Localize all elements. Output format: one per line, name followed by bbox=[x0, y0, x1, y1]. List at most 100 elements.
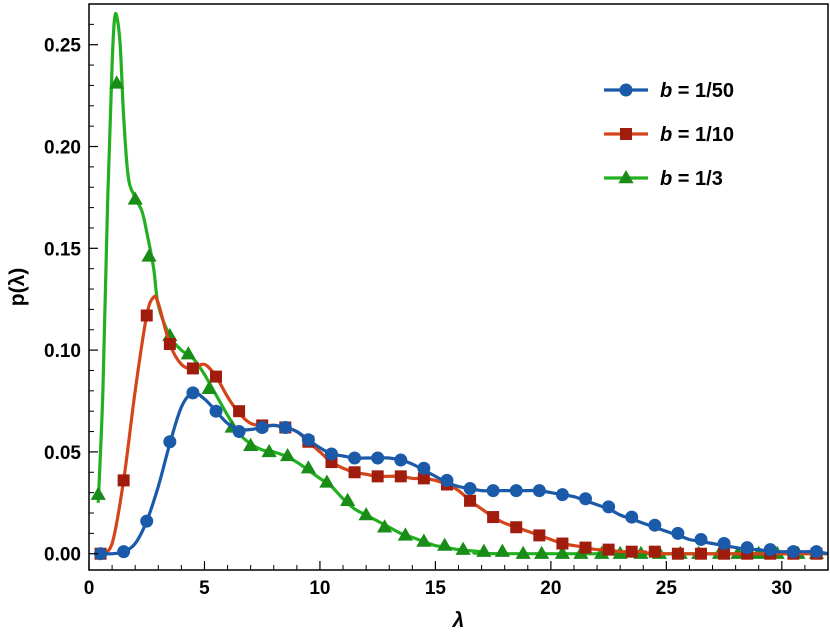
data-point bbox=[90, 486, 106, 500]
legend-item: b = 1/50 bbox=[604, 80, 734, 102]
data-point bbox=[534, 545, 550, 559]
data-point bbox=[127, 191, 143, 205]
data-point bbox=[232, 425, 246, 439]
legend-label-value: = 1/50 bbox=[672, 80, 734, 102]
plot-area bbox=[90, 11, 828, 561]
data-point bbox=[509, 484, 523, 498]
data-point bbox=[94, 547, 108, 561]
data-point bbox=[786, 545, 800, 559]
data-point bbox=[371, 470, 384, 483]
x-tick-label: 10 bbox=[309, 578, 330, 599]
x-axis-ticks: 0 5 10 15 20 25 30 bbox=[84, 561, 806, 599]
data-point bbox=[717, 537, 731, 551]
data-point bbox=[417, 461, 431, 475]
data-point bbox=[209, 404, 223, 418]
data-point bbox=[487, 511, 500, 524]
x-tick-label: 30 bbox=[771, 578, 792, 599]
x-tick-label: 5 bbox=[199, 578, 210, 599]
y-tick-label: 0.00 bbox=[44, 545, 81, 566]
data-point bbox=[255, 420, 269, 434]
data-point bbox=[554, 545, 571, 559]
data-point bbox=[579, 541, 592, 554]
x-tick-label: 20 bbox=[540, 578, 561, 599]
data-point bbox=[186, 386, 200, 400]
x-axis-title: λ bbox=[452, 609, 465, 632]
data-point bbox=[117, 545, 131, 559]
legend-marker bbox=[619, 83, 633, 97]
data-point bbox=[455, 541, 471, 555]
data-point bbox=[671, 547, 684, 560]
legend-label-var: b bbox=[660, 168, 672, 190]
data-point bbox=[243, 437, 259, 452]
legend-item: b = 1/3 bbox=[604, 168, 723, 190]
data-point bbox=[694, 532, 708, 546]
legend-label: b = 1/50 bbox=[660, 80, 734, 102]
legend-marker bbox=[620, 128, 632, 140]
legend-marker bbox=[618, 170, 634, 184]
data-point bbox=[486, 484, 500, 498]
data-point bbox=[532, 484, 546, 498]
data-point bbox=[694, 547, 707, 560]
data-point bbox=[210, 370, 223, 383]
legend-item: b = 1/10 bbox=[604, 124, 734, 146]
data-point bbox=[476, 543, 492, 557]
data-point bbox=[555, 488, 569, 502]
data-point bbox=[440, 473, 454, 487]
series-b-1-10 bbox=[94, 294, 828, 560]
data-point bbox=[141, 248, 157, 262]
x-tick-label: 0 bbox=[84, 578, 95, 599]
data-point bbox=[556, 537, 569, 550]
y-tick-label: 0.20 bbox=[44, 138, 81, 159]
data-point bbox=[163, 435, 177, 449]
legend-label-var: b bbox=[660, 124, 672, 146]
data-point bbox=[602, 500, 616, 514]
data-point bbox=[437, 537, 453, 551]
data-point bbox=[348, 451, 362, 465]
axes: 0 5 10 15 20 25 30 0.000.050.100.150.200.25 λ … bbox=[6, 3, 829, 632]
data-point bbox=[278, 420, 292, 434]
x-tick-label: 15 bbox=[425, 578, 447, 599]
data-point bbox=[233, 405, 246, 418]
data-point bbox=[510, 521, 523, 534]
data-point bbox=[140, 514, 154, 528]
data-point bbox=[625, 510, 639, 524]
y-axis-title: p(λ) bbox=[6, 268, 29, 307]
data-point bbox=[671, 526, 685, 540]
data-point bbox=[162, 327, 178, 342]
data-point bbox=[397, 527, 413, 541]
data-point bbox=[533, 529, 546, 542]
y-tick-label: 0.15 bbox=[44, 239, 81, 260]
legend-label-value: = 1/10 bbox=[672, 124, 734, 146]
y-tick-label: 0.05 bbox=[44, 443, 81, 464]
data-point bbox=[763, 543, 777, 557]
series-b-1-50 bbox=[94, 386, 828, 561]
data-point bbox=[280, 447, 296, 462]
data-point bbox=[809, 545, 823, 559]
data-point bbox=[579, 492, 593, 506]
x-tick-label: 25 bbox=[656, 578, 678, 599]
data-point bbox=[740, 541, 754, 555]
y-tick-label: 0.10 bbox=[44, 341, 81, 362]
data-point bbox=[163, 338, 176, 351]
data-point bbox=[201, 380, 217, 394]
data-point bbox=[515, 545, 531, 559]
series-line bbox=[99, 294, 828, 556]
data-point bbox=[377, 519, 393, 533]
data-point bbox=[180, 346, 196, 360]
data-point bbox=[394, 470, 407, 483]
data-point bbox=[348, 466, 361, 479]
data-point bbox=[463, 482, 477, 496]
data-point bbox=[625, 545, 638, 558]
data-point bbox=[371, 451, 385, 465]
y-axis-ticks: 0.00 0.05 0.10 0.15 0.20 0.25 bbox=[44, 23, 98, 566]
data-point bbox=[324, 447, 338, 461]
data-point bbox=[340, 492, 356, 506]
data-point bbox=[117, 474, 130, 487]
data-point bbox=[186, 362, 199, 375]
y-tick-label: 0.25 bbox=[44, 36, 81, 57]
legend-label-value: = 1/3 bbox=[672, 168, 723, 190]
data-point bbox=[394, 453, 408, 467]
legend-label: b = 1/10 bbox=[660, 124, 734, 146]
data-point bbox=[300, 460, 316, 474]
